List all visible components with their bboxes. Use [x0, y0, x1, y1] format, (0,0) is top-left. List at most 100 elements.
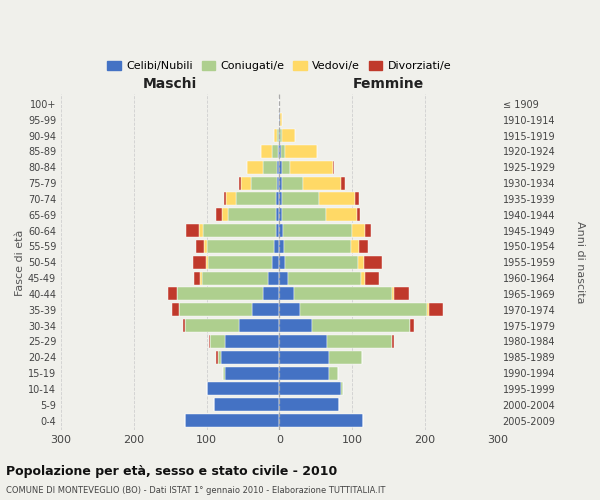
Bar	[280, 129, 281, 142]
Bar	[428, 304, 443, 316]
Bar	[263, 161, 277, 174]
Text: Maschi: Maschi	[143, 77, 197, 91]
Bar	[178, 288, 263, 300]
Bar	[222, 208, 229, 222]
Bar	[172, 304, 179, 316]
Bar	[208, 256, 272, 269]
Bar	[280, 382, 341, 396]
Bar	[241, 176, 251, 190]
Bar	[280, 240, 284, 253]
Bar	[185, 319, 239, 332]
Bar	[283, 224, 352, 237]
Bar	[285, 256, 358, 269]
Bar	[247, 161, 263, 174]
Bar	[365, 224, 371, 237]
Bar	[225, 335, 280, 348]
Text: Femmine: Femmine	[353, 77, 424, 91]
Bar	[280, 304, 300, 316]
Bar	[280, 192, 283, 205]
Bar	[226, 192, 236, 205]
Bar	[364, 256, 382, 269]
Bar	[280, 335, 327, 348]
Bar	[194, 272, 200, 284]
Bar	[355, 192, 359, 205]
Bar	[394, 288, 409, 300]
Bar	[196, 240, 205, 253]
Bar	[239, 176, 241, 190]
Bar	[251, 176, 277, 190]
Bar	[283, 192, 319, 205]
Bar	[319, 192, 355, 205]
Bar	[427, 304, 428, 316]
Bar	[280, 272, 288, 284]
Bar	[392, 335, 394, 348]
Bar	[332, 161, 334, 174]
Bar	[288, 272, 361, 284]
Bar	[280, 398, 339, 411]
Bar	[312, 319, 410, 332]
Bar	[410, 319, 414, 332]
Bar	[326, 208, 356, 222]
Bar	[277, 176, 280, 190]
Bar	[209, 335, 210, 348]
Bar	[392, 288, 394, 300]
Bar	[261, 145, 272, 158]
Bar	[281, 145, 284, 158]
Bar	[284, 145, 317, 158]
Bar	[359, 240, 368, 253]
Bar	[278, 129, 280, 142]
Bar	[281, 161, 290, 174]
Bar	[239, 319, 280, 332]
Bar	[276, 192, 280, 205]
Bar	[277, 129, 278, 142]
Bar	[225, 366, 280, 380]
Bar	[206, 256, 208, 269]
Bar	[280, 288, 294, 300]
Bar	[329, 351, 362, 364]
Bar	[216, 208, 222, 222]
Bar	[327, 335, 392, 348]
Bar	[185, 414, 280, 427]
Bar	[276, 224, 280, 237]
Bar	[281, 176, 304, 190]
Bar	[280, 414, 363, 427]
Bar	[208, 240, 274, 253]
Bar	[186, 224, 199, 237]
Bar	[341, 382, 343, 396]
Bar	[252, 304, 280, 316]
Bar	[184, 319, 185, 332]
Bar	[304, 176, 341, 190]
Bar	[236, 192, 276, 205]
Bar	[199, 224, 203, 237]
Bar	[281, 129, 295, 142]
Bar	[216, 351, 218, 364]
Bar	[280, 161, 281, 174]
Bar	[177, 288, 178, 300]
Bar	[352, 224, 365, 237]
Y-axis label: Fasce di età: Fasce di età	[15, 229, 25, 296]
Bar	[179, 304, 252, 316]
Bar	[203, 224, 276, 237]
Bar	[223, 366, 225, 380]
Text: Popolazione per età, sesso e stato civile - 2010: Popolazione per età, sesso e stato civil…	[6, 464, 337, 477]
Bar	[294, 288, 392, 300]
Bar	[280, 145, 281, 158]
Bar	[168, 288, 177, 300]
Bar	[284, 240, 351, 253]
Bar	[280, 114, 281, 126]
Bar	[300, 304, 427, 316]
Bar	[210, 335, 225, 348]
Legend: Celibi/Nubili, Coniugati/e, Vedovi/e, Divorziati/e: Celibi/Nubili, Coniugati/e, Vedovi/e, Di…	[103, 56, 456, 76]
Bar	[205, 240, 208, 253]
Bar	[358, 256, 364, 269]
Bar	[206, 382, 280, 396]
Bar	[278, 114, 280, 126]
Bar	[276, 208, 280, 222]
Bar	[361, 272, 365, 284]
Bar	[365, 272, 379, 284]
Bar	[277, 161, 280, 174]
Bar	[274, 240, 280, 253]
Bar	[280, 366, 329, 380]
Bar	[229, 208, 276, 222]
Bar	[341, 176, 345, 190]
